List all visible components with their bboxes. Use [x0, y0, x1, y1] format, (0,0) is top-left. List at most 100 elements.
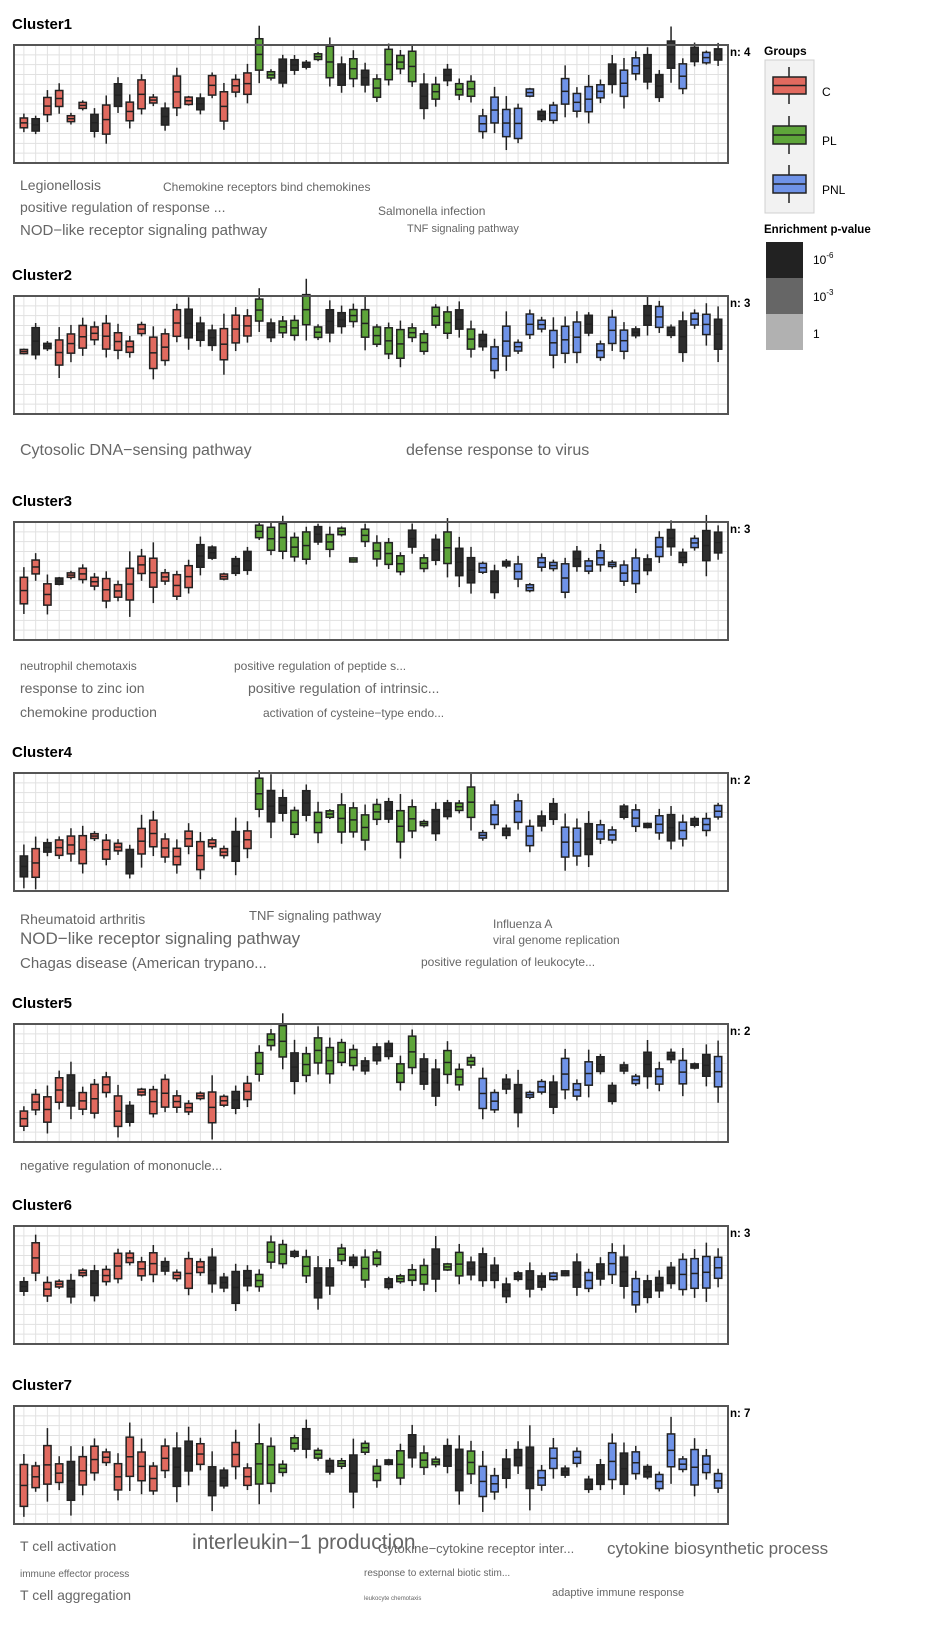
box-pl [290, 1249, 299, 1259]
box-pl [407, 323, 417, 343]
box-pl [443, 63, 452, 87]
box-c [172, 1269, 182, 1282]
box-pl [313, 523, 323, 545]
cluster-n-label: n: 3 [730, 298, 750, 310]
box-c [101, 1265, 111, 1286]
box-pnl [596, 543, 605, 572]
box-c [243, 546, 252, 575]
box-c [137, 1256, 146, 1281]
box-c [195, 536, 205, 576]
box-c [78, 100, 88, 111]
box-pnl [643, 822, 652, 829]
box-pnl [572, 1447, 582, 1468]
box-c [19, 113, 29, 133]
box-pnl [478, 829, 488, 841]
plot-frame [13, 1023, 729, 1143]
box-pl [454, 1063, 464, 1091]
box-pnl [513, 555, 523, 588]
box-pl [254, 770, 264, 818]
box-pnl [537, 810, 547, 832]
box-c [207, 324, 217, 351]
box-c [78, 1446, 88, 1496]
box-c [125, 551, 135, 617]
legend-pvalue-label-1e-6: 10-6 [813, 251, 834, 267]
box-pl [384, 322, 394, 360]
enriched-terms: neutrophil chemotaxis response to zinc io… [20, 659, 444, 720]
cluster-panel-5: Cluster5 n: 2 negative regulation of monon… [12, 995, 750, 1173]
box-pnl [525, 583, 535, 593]
box-c [219, 572, 229, 581]
box-pnl [701, 1449, 711, 1480]
box-pl [407, 45, 417, 87]
box-pnl [701, 1242, 711, 1302]
cluster-panel-3: Cluster3 n: 3 neutrophil chemotaxis respons… [12, 493, 750, 720]
box-pl [466, 1256, 476, 1281]
box-pl [360, 523, 370, 548]
legend-pvalue-swatch-1e-6 [766, 242, 803, 278]
box-pnl [713, 802, 723, 820]
plot-frame [13, 1225, 729, 1345]
box-pnl [619, 560, 629, 586]
box-pnl [654, 70, 664, 102]
box-pnl [643, 47, 652, 90]
enriched-term: T cell activation [20, 1538, 116, 1554]
box-pnl [678, 58, 688, 95]
box-pl [360, 1249, 370, 1288]
box-c [243, 309, 252, 343]
box-pnl [690, 309, 699, 329]
box-c [184, 1426, 194, 1486]
box-pl [313, 52, 323, 62]
box-pnl [631, 804, 641, 833]
box-c [113, 77, 123, 113]
box-pl [266, 1235, 276, 1269]
box-pl [348, 303, 358, 328]
legend-label-pl: PL [822, 134, 837, 148]
box-pnl [501, 311, 511, 371]
box-pl [372, 798, 382, 826]
box-pl [396, 1443, 405, 1486]
enriched-term: neutrophil chemotaxis [20, 659, 137, 673]
box-c [231, 555, 241, 577]
box-pl [396, 320, 405, 368]
box-c [207, 1248, 217, 1293]
box-pl [419, 330, 429, 355]
box-c [195, 1091, 205, 1101]
box-pnl [607, 309, 617, 351]
box-pnl [513, 793, 523, 830]
box-pnl [537, 1464, 547, 1491]
plot-frame [13, 295, 729, 415]
box-pl [266, 69, 276, 81]
box-pnl [643, 554, 652, 576]
box-pl [290, 806, 299, 839]
box-pnl [525, 309, 535, 340]
box-c [184, 1100, 194, 1116]
box-pnl [501, 96, 511, 151]
box-pl [325, 1457, 335, 1475]
box-pl [419, 1258, 429, 1291]
box-pnl [560, 65, 570, 118]
box-pl [466, 773, 476, 831]
box-pl [266, 1437, 276, 1493]
box-pnl [596, 819, 605, 845]
box-pl [278, 54, 288, 88]
box-c [231, 74, 241, 98]
box-c [66, 1061, 76, 1120]
enriched-term: positive regulation of response ... [20, 199, 225, 215]
box-pl [325, 300, 335, 343]
box-pnl [713, 42, 723, 66]
box-pnl [584, 1268, 594, 1293]
enriched-term: positive regulation of intrinsic... [248, 680, 439, 696]
box-pnl [584, 312, 594, 337]
box-pl [419, 73, 429, 120]
box-pl [407, 523, 417, 554]
boxes [19, 25, 723, 151]
box-c [148, 810, 158, 857]
box-pnl [666, 520, 676, 556]
box-pl [454, 78, 464, 101]
box-pnl [619, 57, 629, 109]
box-pnl [619, 1442, 629, 1495]
box-c [19, 567, 29, 614]
box-pnl [713, 1248, 723, 1288]
box-pl [278, 1013, 288, 1070]
box-pnl [643, 1040, 652, 1089]
